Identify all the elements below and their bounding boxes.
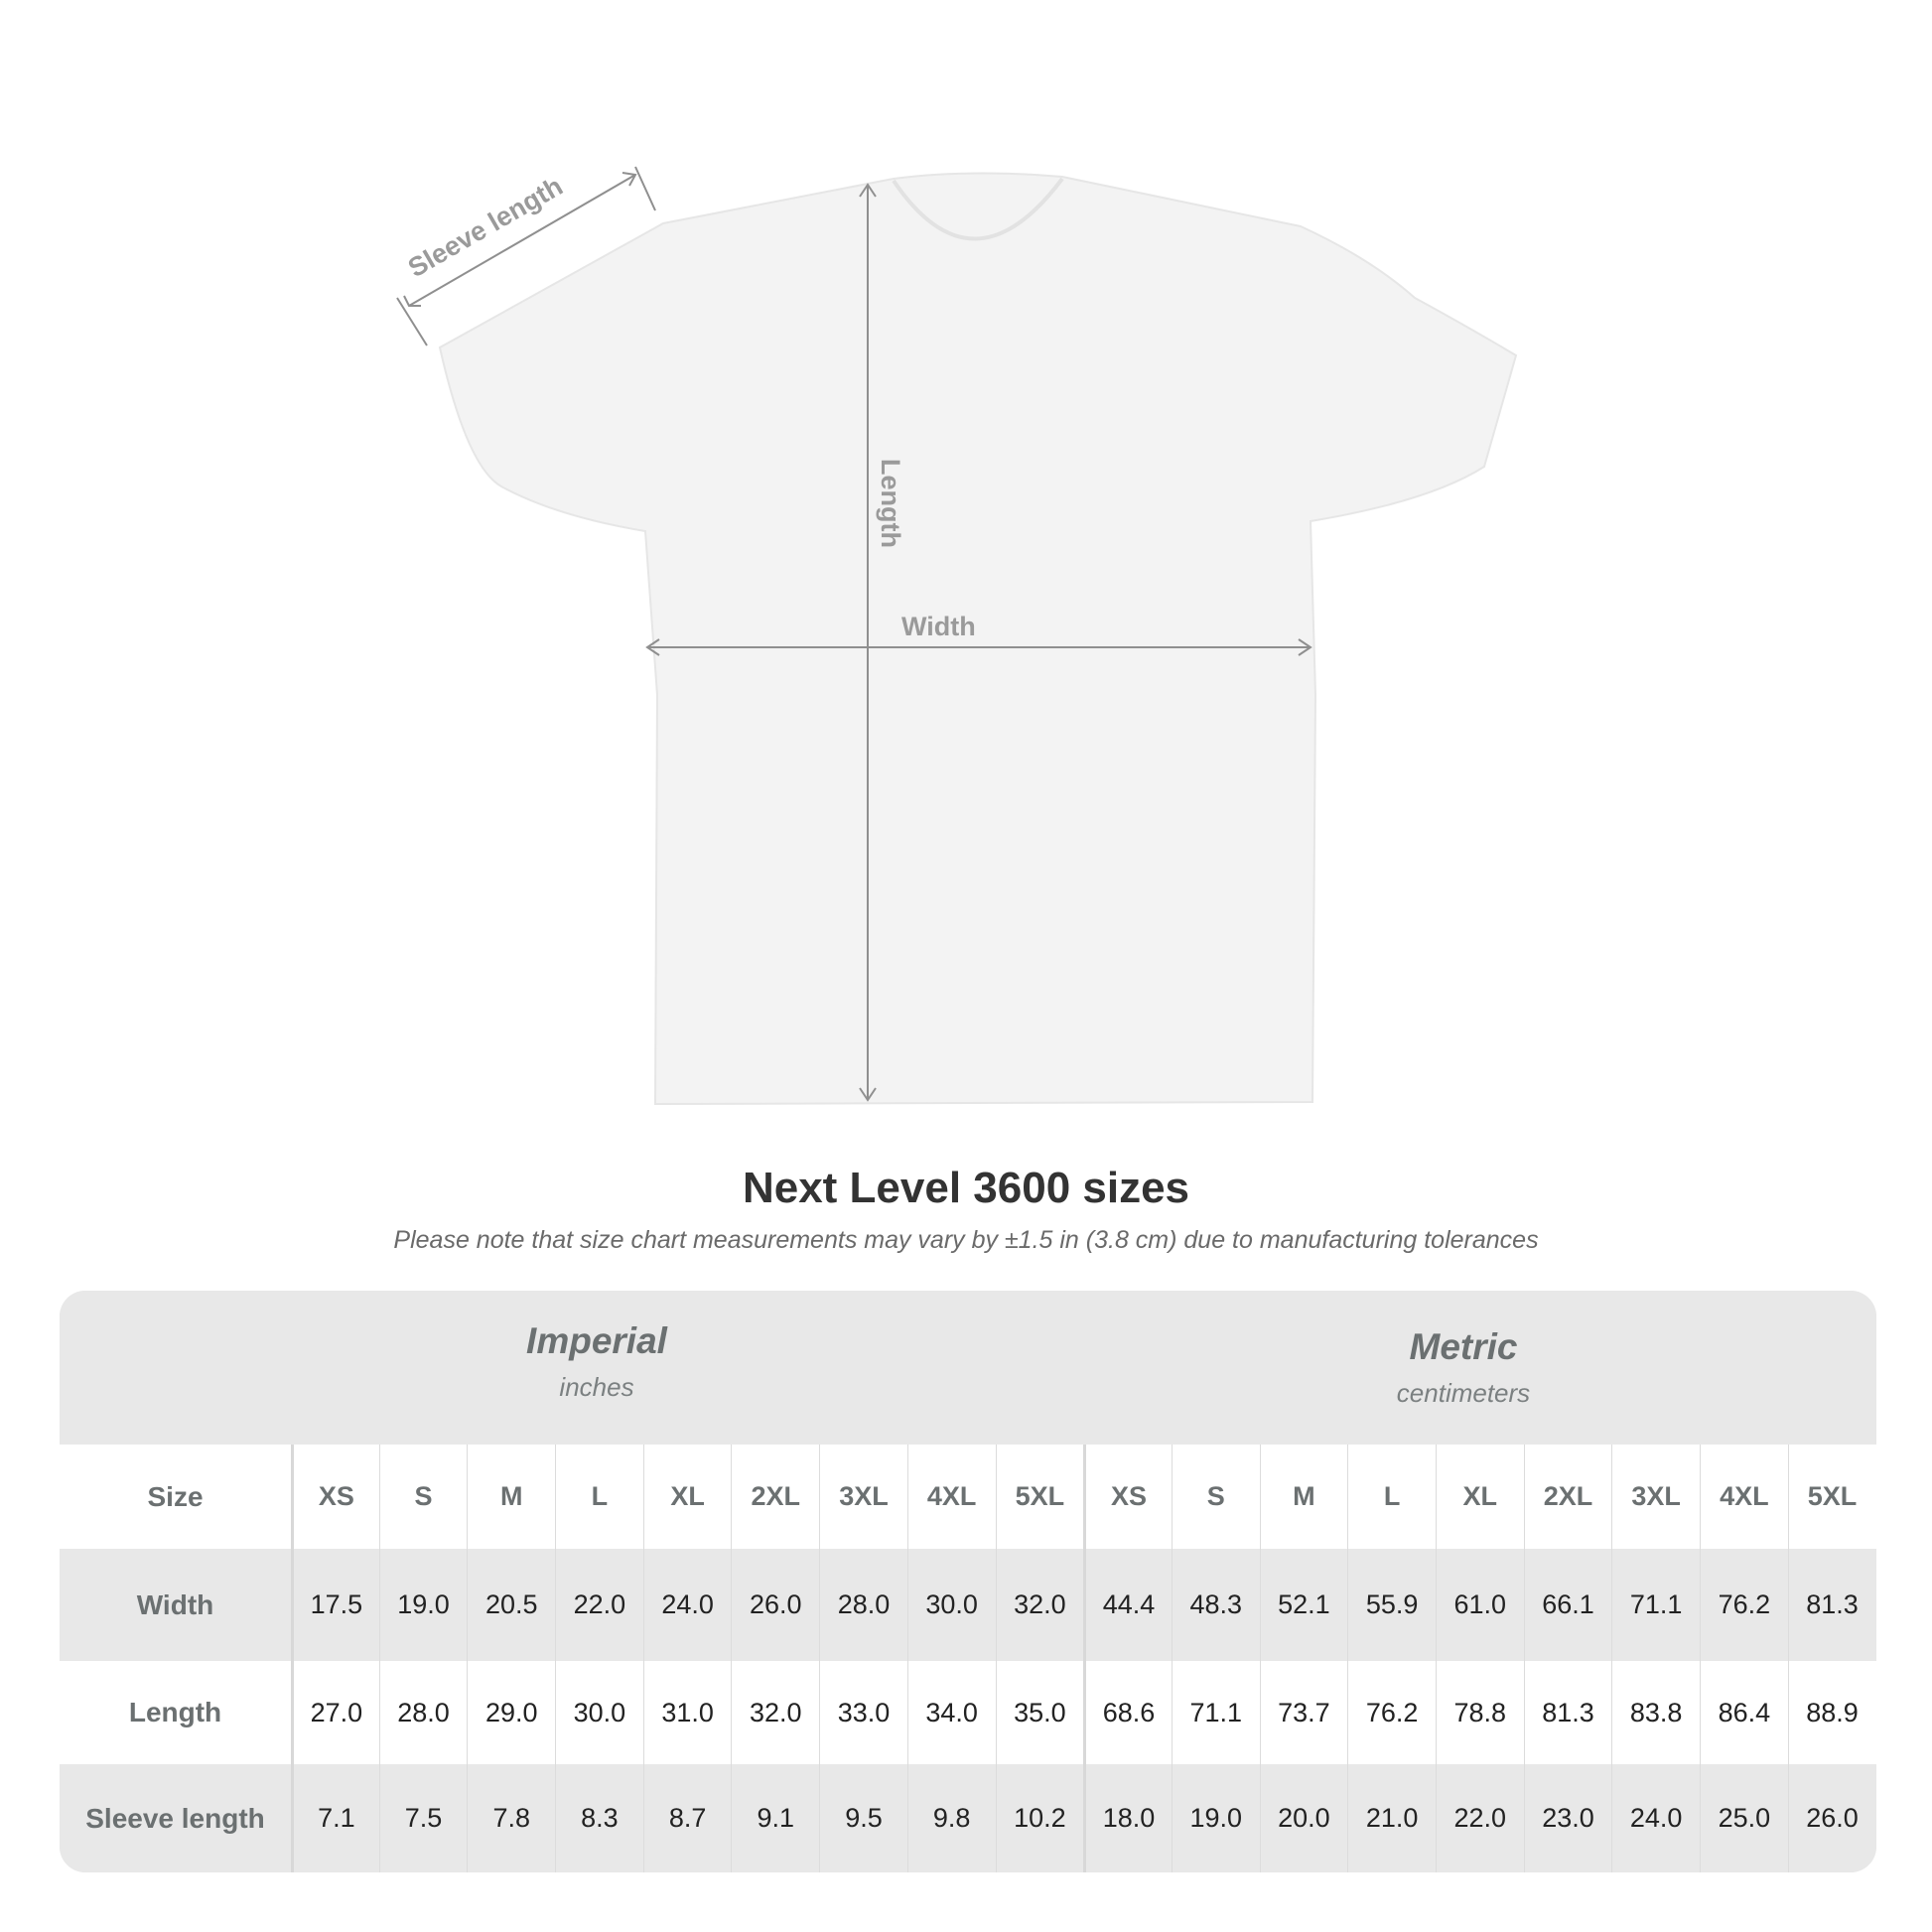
metric-value: 21.0 (1347, 1764, 1436, 1872)
imperial-value: 9.5 (819, 1764, 907, 1872)
imperial-value: 30.0 (555, 1661, 643, 1764)
imperial-unit: inches (559, 1372, 634, 1402)
imperial-value: 28.0 (378, 1661, 468, 1764)
size-header-imperial: L (555, 1445, 643, 1549)
size-header-metric: XS (1083, 1445, 1172, 1549)
imperial-header: Imperial inches (398, 1320, 795, 1403)
imperial-value: 8.7 (642, 1764, 732, 1872)
size-header-imperial: 4XL (906, 1445, 996, 1549)
metric-header: Metric centimeters (1265, 1326, 1662, 1409)
imperial-value: 24.0 (642, 1549, 732, 1661)
size-header-metric: M (1259, 1445, 1348, 1549)
metric-value: 76.2 (1347, 1661, 1436, 1764)
metric-value: 55.9 (1347, 1549, 1436, 1661)
imperial-value: 22.0 (555, 1549, 643, 1661)
imperial-value: 32.0 (731, 1661, 819, 1764)
imperial-value: 17.5 (291, 1549, 379, 1661)
size-header-metric: XL (1435, 1445, 1524, 1549)
size-header-metric: 5XL (1787, 1445, 1876, 1549)
imperial-value: 35.0 (995, 1661, 1084, 1764)
table-row: Width 17.5 19.0 20.5 22.0 24.0 26.0 28.0 30.0 32.… (60, 1549, 1876, 1661)
imperial-value: 33.0 (819, 1661, 907, 1764)
size-header-metric: 3XL (1611, 1445, 1700, 1549)
chart-title: Next Level 3600 sizes (742, 1164, 1190, 1212)
imperial-value: 9.1 (731, 1764, 819, 1872)
unit-header: Imperial inches Metric centimeters (60, 1291, 1876, 1445)
row-label: Sleeve length (85, 1802, 265, 1834)
metric-value: 88.9 (1787, 1661, 1876, 1764)
metric-value: 23.0 (1523, 1764, 1612, 1872)
metric-value: 24.0 (1611, 1764, 1700, 1872)
size-header-imperial: 2XL (731, 1445, 819, 1549)
imperial-value: 30.0 (906, 1549, 996, 1661)
imperial-value: 7.8 (467, 1764, 555, 1872)
imperial-value: 27.0 (291, 1661, 379, 1764)
size-header-imperial: XL (642, 1445, 732, 1549)
length-label: Length (876, 459, 905, 548)
metric-unit: centimeters (1396, 1378, 1531, 1408)
imperial-value: 8.3 (555, 1764, 643, 1872)
imperial-value: 31.0 (642, 1661, 732, 1764)
sleeve-length-label: Sleeve length (403, 171, 568, 283)
imperial-value: 28.0 (819, 1549, 907, 1661)
imperial-value: 10.2 (995, 1764, 1084, 1872)
imperial-title: Imperial (526, 1320, 667, 1361)
size-table: Imperial inches Metric centimeters Size X… (60, 1291, 1876, 1872)
metric-value: 22.0 (1435, 1764, 1524, 1872)
size-header-metric: 2XL (1523, 1445, 1612, 1549)
metric-value: 20.0 (1259, 1764, 1348, 1872)
size-header-metric: 4XL (1700, 1445, 1788, 1549)
metric-value: 19.0 (1171, 1764, 1260, 1872)
metric-value: 61.0 (1435, 1549, 1524, 1661)
metric-value: 71.1 (1611, 1549, 1700, 1661)
size-header-row: Size XS S M L XL 2XL 3XL 4XL 5XL XS S M L XL 2XL 3XL 4XL 5… (60, 1445, 1876, 1549)
metric-value: 76.2 (1700, 1549, 1788, 1661)
imperial-value: 34.0 (906, 1661, 996, 1764)
imperial-value: 9.8 (906, 1764, 996, 1872)
row-label: Length (128, 1697, 222, 1727)
table-row: Length 27.0 28.0 29.0 30.0 31.0 32.0 33.0 34.0 35… (60, 1661, 1876, 1764)
metric-value: 48.3 (1171, 1549, 1260, 1661)
metric-value: 81.3 (1787, 1549, 1876, 1661)
imperial-value: 29.0 (467, 1661, 555, 1764)
size-header-imperial: 3XL (819, 1445, 907, 1549)
metric-value: 71.1 (1171, 1661, 1260, 1764)
metric-value: 73.7 (1259, 1661, 1348, 1764)
tshirt-diagram: Sleeve length Length Width (396, 166, 1518, 1106)
row-label: Size (147, 1480, 204, 1512)
metric-value: 78.8 (1435, 1661, 1524, 1764)
tshirt-illustration (438, 172, 1518, 1106)
size-header-metric: S (1171, 1445, 1260, 1549)
table-row: Sleeve length 7.1 7.5 7.8 8.3 8.7 9.1 9.5 9.8 10.… (60, 1764, 1876, 1872)
imperial-value: 7.5 (378, 1764, 468, 1872)
size-header-imperial: M (467, 1445, 555, 1549)
size-header-imperial: XS (291, 1445, 379, 1549)
metric-value: 25.0 (1700, 1764, 1788, 1872)
width-label: Width (901, 612, 976, 641)
metric-value: 81.3 (1523, 1661, 1612, 1764)
metric-value: 86.4 (1700, 1661, 1788, 1764)
size-header-imperial: S (378, 1445, 468, 1549)
metric-value: 26.0 (1787, 1764, 1876, 1872)
metric-value: 83.8 (1611, 1661, 1700, 1764)
metric-value: 18.0 (1083, 1764, 1172, 1872)
metric-value: 44.4 (1083, 1549, 1172, 1661)
imperial-value: 26.0 (731, 1549, 819, 1661)
imperial-value: 7.1 (291, 1764, 379, 1872)
metric-value: 68.6 (1083, 1661, 1172, 1764)
imperial-value: 32.0 (995, 1549, 1084, 1661)
metric-value: 52.1 (1259, 1549, 1348, 1661)
size-header-metric: L (1347, 1445, 1436, 1549)
sleeve-arrow (408, 174, 636, 307)
metric-title: Metric (1409, 1326, 1518, 1367)
imperial-value: 19.0 (378, 1549, 468, 1661)
tolerance-note: Please note that size chart measurements… (393, 1226, 1539, 1254)
row-label: Width (136, 1588, 214, 1620)
metric-value: 66.1 (1523, 1549, 1612, 1661)
imperial-value: 20.5 (467, 1549, 555, 1661)
size-header-imperial: 5XL (995, 1445, 1084, 1549)
collar (892, 177, 1064, 241)
